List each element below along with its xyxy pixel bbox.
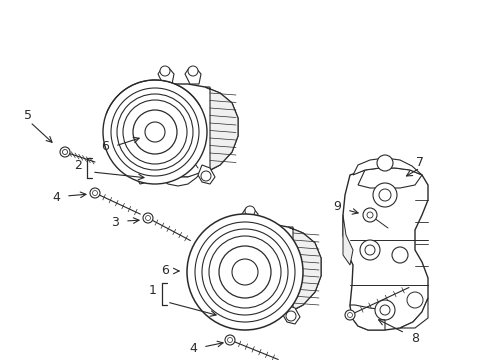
Text: 1: 1	[149, 284, 157, 297]
Polygon shape	[353, 158, 422, 175]
Text: 7: 7	[416, 156, 424, 168]
Text: 8: 8	[411, 332, 419, 345]
Circle shape	[360, 240, 380, 260]
Circle shape	[201, 171, 211, 181]
Circle shape	[187, 214, 303, 330]
Circle shape	[377, 155, 393, 171]
Polygon shape	[158, 68, 174, 84]
Circle shape	[188, 66, 198, 76]
Circle shape	[232, 259, 258, 285]
Circle shape	[195, 222, 295, 322]
Text: 4: 4	[52, 190, 60, 203]
Circle shape	[225, 335, 235, 345]
Text: 6: 6	[161, 265, 169, 278]
Circle shape	[123, 100, 187, 164]
Circle shape	[93, 190, 98, 195]
Polygon shape	[219, 305, 235, 324]
Polygon shape	[108, 112, 128, 162]
Polygon shape	[198, 165, 215, 184]
Text: 2: 2	[74, 158, 82, 171]
Polygon shape	[242, 208, 258, 224]
Circle shape	[380, 305, 390, 315]
Circle shape	[392, 247, 408, 263]
Circle shape	[103, 80, 207, 184]
Polygon shape	[190, 252, 210, 300]
Circle shape	[60, 147, 70, 157]
Circle shape	[202, 229, 288, 315]
Circle shape	[379, 189, 391, 201]
Polygon shape	[358, 168, 422, 188]
Circle shape	[347, 312, 352, 318]
Polygon shape	[343, 215, 353, 265]
Text: 9: 9	[333, 199, 341, 212]
Polygon shape	[343, 168, 428, 330]
Circle shape	[219, 246, 271, 298]
Circle shape	[160, 66, 170, 76]
Circle shape	[345, 310, 355, 320]
Circle shape	[365, 245, 375, 255]
Polygon shape	[155, 172, 202, 186]
Circle shape	[245, 206, 255, 216]
Circle shape	[138, 171, 148, 181]
Text: 6: 6	[101, 140, 109, 153]
Circle shape	[90, 188, 100, 198]
Circle shape	[133, 110, 177, 154]
Circle shape	[111, 88, 199, 176]
Text: 3: 3	[111, 216, 119, 229]
Circle shape	[117, 94, 193, 170]
Polygon shape	[136, 165, 153, 184]
Polygon shape	[210, 224, 321, 317]
Circle shape	[227, 338, 232, 342]
Circle shape	[209, 236, 281, 308]
Text: 5: 5	[24, 108, 32, 122]
Polygon shape	[128, 84, 238, 177]
Circle shape	[146, 216, 150, 220]
Circle shape	[221, 311, 231, 321]
Circle shape	[363, 208, 377, 222]
Circle shape	[143, 213, 153, 223]
Polygon shape	[283, 305, 300, 324]
Polygon shape	[350, 305, 385, 330]
Polygon shape	[238, 312, 279, 326]
Polygon shape	[288, 227, 321, 310]
Circle shape	[375, 300, 395, 320]
Circle shape	[145, 122, 165, 142]
Polygon shape	[185, 68, 201, 84]
Circle shape	[63, 149, 68, 154]
Polygon shape	[400, 298, 428, 328]
Circle shape	[373, 183, 397, 207]
Polygon shape	[205, 87, 238, 170]
Text: 4: 4	[189, 342, 197, 355]
Circle shape	[407, 292, 423, 308]
Circle shape	[286, 311, 296, 321]
Circle shape	[367, 212, 373, 218]
